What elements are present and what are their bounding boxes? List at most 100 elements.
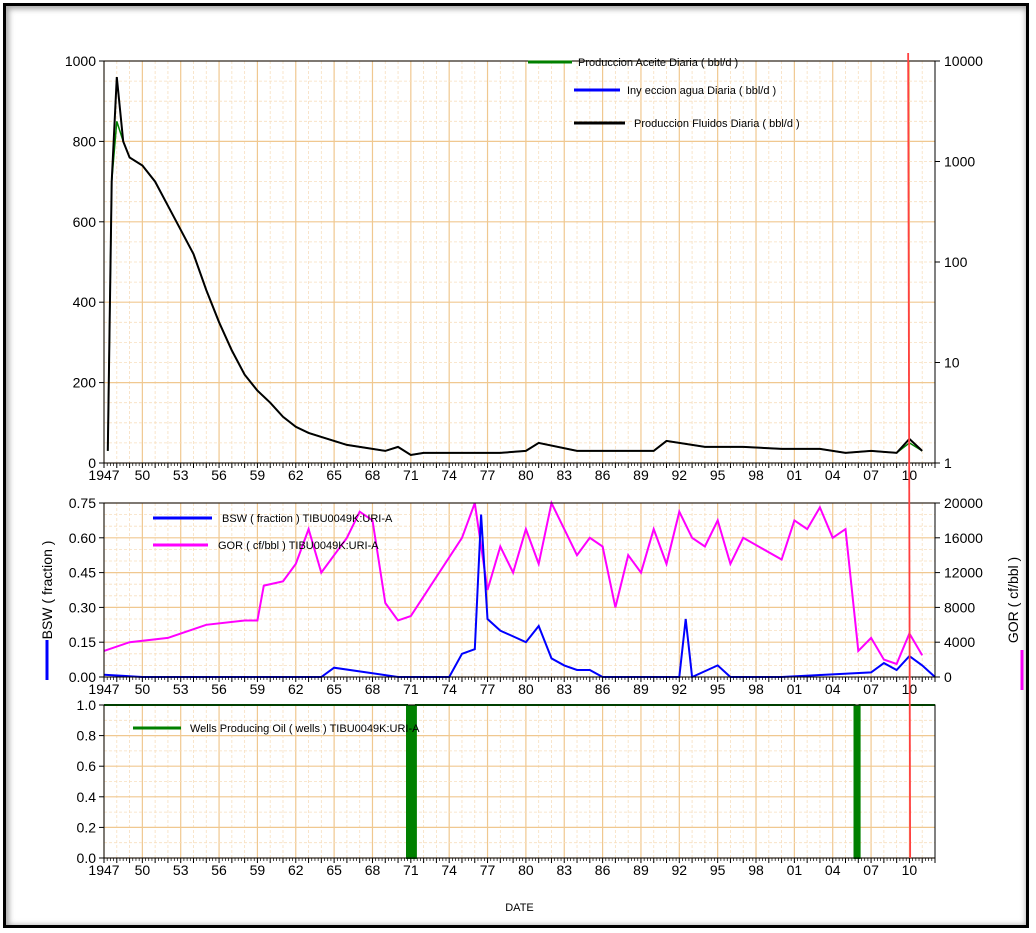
x-tick-label: 77 — [480, 681, 496, 697]
y-left-tick-label: 0 — [88, 455, 96, 471]
x-tick-label: 71 — [403, 467, 419, 483]
x-tick-label: 74 — [441, 681, 457, 697]
y-left-axis-title: BSW ( fraction ) — [39, 541, 55, 640]
x-tick-label: 98 — [748, 467, 764, 483]
x-tick-label: 53 — [173, 467, 189, 483]
x-tick-label: 98 — [748, 862, 764, 878]
x-tick-label: 65 — [326, 862, 342, 878]
x-tick-label: 68 — [365, 467, 381, 483]
x-tick-label: 89 — [633, 862, 649, 878]
y-left-tick-label: 0.60 — [69, 530, 96, 546]
x-axis: 1947 50 53 56 59 62 65 68 71 74 77 80 83 86 89 92 95 98 01… — [88, 463, 936, 483]
date-marker-line — [907, 52, 912, 859]
x-tick-label: 59 — [250, 862, 266, 878]
y-right-tick-label: 1000 — [944, 154, 975, 170]
x-tick-label: 01 — [787, 681, 803, 697]
x-tick-label: 95 — [710, 862, 726, 878]
x-tick-label: 04 — [825, 681, 841, 697]
x-tick-label: 92 — [672, 862, 688, 878]
y-left-tick-label: 1.0 — [77, 697, 97, 713]
x-tick-label: 50 — [135, 862, 151, 878]
x-tick-label: 89 — [633, 681, 649, 697]
legend-label: BSW ( fraction ) TIBU0049K:URI-A — [222, 513, 393, 525]
y-right-tick-label: 10000 — [944, 53, 983, 69]
legend: Wells Producing Oil ( wells ) TIBU0049K:… — [133, 723, 420, 735]
x-tick-label: 01 — [787, 862, 803, 878]
x-tick-label: 59 — [250, 681, 266, 697]
y-right-tick-label: 100 — [944, 254, 968, 270]
y-left-tick-label: 800 — [73, 133, 97, 149]
y-left-tick-label: 0.0 — [77, 850, 97, 866]
x-tick-label: 10 — [902, 862, 918, 878]
x-axis: 1947 50 53 56 59 62 65 68 71 74 77 80 83 86 89 92 95 98 01… — [88, 858, 936, 878]
x-tick-label: 92 — [672, 681, 688, 697]
x-tick-label: 65 — [326, 467, 342, 483]
x-tick-label: 50 — [135, 681, 151, 697]
x-tick-label: 65 — [326, 681, 342, 697]
x-tick-label: 62 — [288, 862, 304, 878]
x-tick-label: 68 — [365, 681, 381, 697]
x-tick-label: 07 — [863, 862, 879, 878]
legend: Produccion Aceite Diaria ( bbl/d ) Iny ec… — [528, 57, 800, 130]
x-tick-label: 86 — [595, 467, 611, 483]
x-tick-label: 83 — [556, 862, 572, 878]
x-tick-label: 80 — [518, 681, 534, 697]
x-tick-label: 07 — [863, 681, 879, 697]
y-left-tick-label: 600 — [73, 214, 97, 230]
y-left-tick-label: 200 — [73, 375, 97, 391]
x-axis-title: DATE — [505, 902, 534, 914]
x-tick-label: 98 — [748, 681, 764, 697]
x-tick-label: 74 — [441, 862, 457, 878]
legend-label: Wells Producing Oil ( wells ) TIBU0049K:… — [190, 723, 420, 735]
x-tick-label: 56 — [211, 862, 227, 878]
y-right-tick-label: 16000 — [944, 530, 983, 546]
series-band — [854, 705, 860, 858]
x-tick-label: 1947 — [88, 681, 119, 697]
x-tick-label: 50 — [135, 467, 151, 483]
legend-label: Produccion Aceite Diaria ( bbl/d ) — [578, 57, 738, 69]
y-right-tick-label: 1 — [944, 455, 952, 471]
x-tick-label: 80 — [518, 862, 534, 878]
plot-border — [103, 502, 936, 678]
y-left-tick-label: 0.2 — [77, 819, 97, 835]
grid-group — [103, 60, 936, 464]
x-tick-label: 53 — [173, 862, 189, 878]
x-tick-label: 1947 — [88, 862, 119, 878]
x-tick-label: 53 — [173, 681, 189, 697]
series-line — [107, 121, 923, 456]
y-right-axis: 1 10 100 1000 10000 — [935, 53, 983, 471]
y-right-tick-label: 12000 — [944, 565, 983, 581]
y-right-tick-label: 8000 — [944, 599, 975, 615]
x-tick-label: 01 — [787, 467, 803, 483]
y-left-tick-label: 0.75 — [69, 495, 96, 511]
x-tick-label: 83 — [556, 681, 572, 697]
x-tick-label: 89 — [633, 467, 649, 483]
x-tick-label: 1947 — [88, 467, 119, 483]
x-tick-label: 04 — [825, 862, 841, 878]
grid-group — [103, 502, 936, 678]
y-left-tick-label: 0.8 — [77, 728, 97, 744]
x-tick-label: 71 — [403, 681, 419, 697]
x-tick-label: 59 — [250, 467, 266, 483]
x-tick-label: 92 — [672, 467, 688, 483]
x-tick-label: 86 — [595, 681, 611, 697]
y-left-axis: 0.00 0.15 0.30 0.45 0.60 0.75 — [69, 495, 104, 685]
y-left-axis: 0 200 400 600 800 1000 — [65, 53, 104, 471]
y-right-tick-label: 10 — [944, 355, 960, 371]
x-tick-label: 80 — [518, 467, 534, 483]
x-tick-label: 95 — [710, 681, 726, 697]
y-left-tick-label: 0.00 — [69, 669, 96, 685]
y-left-tick-label: 0.45 — [69, 565, 96, 581]
y-right-tick-label: 0 — [944, 669, 952, 685]
x-tick-label: 56 — [211, 681, 227, 697]
x-tick-label: 77 — [480, 862, 496, 878]
x-tick-label: 74 — [441, 467, 457, 483]
x-tick-label: 56 — [211, 467, 227, 483]
x-axis: 1947 50 53 56 59 62 65 68 71 74 77 80 83 86 89 92 95 98 01… — [88, 677, 936, 697]
x-tick-label: 62 — [288, 467, 304, 483]
y-right-axis-title: GOR ( cf/bbl ) — [1005, 557, 1021, 643]
legend: BSW ( fraction ) TIBU0049K:URI-A GOR ( cf… — [153, 513, 393, 552]
series-line — [103, 499, 924, 666]
legend-label: Iny eccion agua Diaria ( bbl/d ) — [627, 85, 776, 97]
x-tick-label: 71 — [403, 862, 419, 878]
